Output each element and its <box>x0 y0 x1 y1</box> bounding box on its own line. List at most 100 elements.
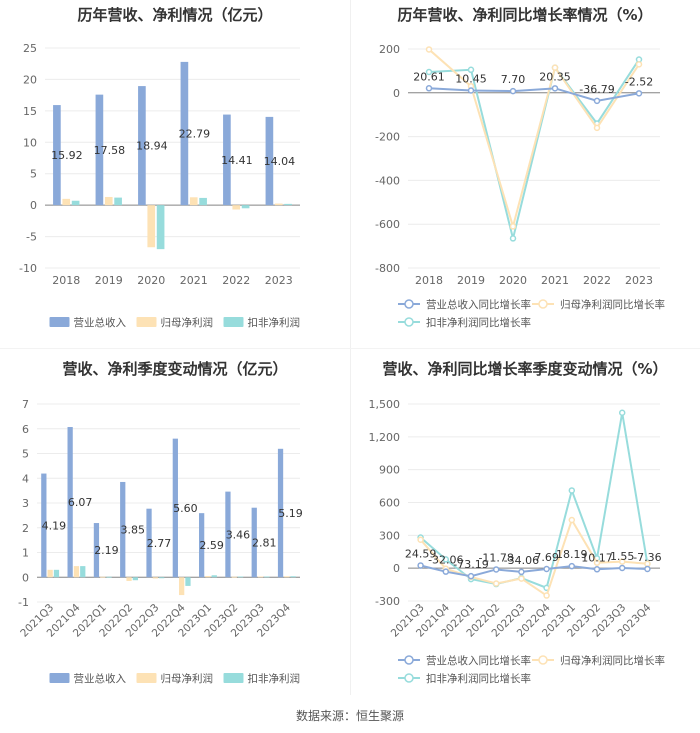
y-tick-label: 2 <box>22 522 29 535</box>
chart-title: 历年营收、净利情况（亿元） <box>77 6 273 24</box>
x-tick-label: 2022 <box>222 274 250 287</box>
y-tick-label: 1 <box>22 547 29 560</box>
annual-line-chart: -800 -600 -400 -200 0 200 2018 2019 2020 2021 2022… <box>375 43 665 329</box>
legend-label: 扣非净利润同比增长率 <box>426 672 531 685</box>
bar-营业总收入 <box>67 427 73 578</box>
data-source: 数据来源：恒生聚源 <box>295 709 404 723</box>
bar-扣非净利润 <box>159 577 165 579</box>
x-tick-label: 2018 <box>52 274 80 287</box>
data-label: 14.04 <box>264 155 296 168</box>
series-point <box>442 556 450 563</box>
legend-label: 营业总收入 <box>74 316 127 329</box>
series-point <box>543 592 550 599</box>
series-point <box>509 223 517 230</box>
legend-label: 营业总收入 <box>74 672 127 685</box>
bar-营业总收入 <box>172 438 178 578</box>
y-tick-label: 4 <box>22 472 29 485</box>
bar-扣非净利润 <box>237 576 244 578</box>
data-label: 7.70 <box>501 73 526 86</box>
y-tick-label: 900 <box>379 464 400 477</box>
bar-归母净利润 <box>47 569 53 578</box>
bar-归母净利润 <box>100 576 106 578</box>
series-point <box>467 572 475 580</box>
series-point <box>593 559 601 566</box>
y-tick-label: 1,200 <box>369 431 401 444</box>
x-tick-label: 2020 <box>499 274 527 287</box>
bar-归母净利润 <box>104 196 113 206</box>
series-point <box>425 68 433 76</box>
series-line-扣非净利润同比增长率 <box>419 412 649 590</box>
bar-归母净利润 <box>73 566 80 578</box>
legend-marker <box>404 317 414 327</box>
series-point <box>593 566 601 573</box>
series-point <box>492 580 500 587</box>
series-point <box>618 409 626 417</box>
y-tick-label: -300 <box>375 595 400 608</box>
legend-label: 归母净利润同比增长率 <box>560 654 665 667</box>
y-tick-label: 20 <box>23 73 37 86</box>
legend-swatch <box>49 317 70 327</box>
series-point <box>509 235 517 242</box>
legend-marker <box>538 655 548 665</box>
x-tick-label: 2021 <box>541 274 569 287</box>
legend-marker <box>404 655 414 665</box>
y-tick-label: -400 <box>375 174 400 187</box>
x-tick-label: 2023 <box>625 274 653 287</box>
y-tick-label: 10 <box>23 136 37 149</box>
bar-归母净利润 <box>232 205 241 210</box>
bar-营业总收入 <box>223 114 231 206</box>
bar-归母净利润 <box>284 576 290 578</box>
y-tick-label: 0 <box>393 562 400 575</box>
bar-扣非净利润 <box>241 205 250 209</box>
data-label: -32.06 <box>428 554 463 567</box>
series-point <box>635 61 643 68</box>
series-point <box>425 85 433 92</box>
bar-扣非净利润 <box>80 566 86 578</box>
y-tick-label: 15 <box>23 105 37 118</box>
series-point <box>467 66 475 74</box>
x-tick-label: 2019 <box>95 274 123 287</box>
bar-营业总收入 <box>146 508 152 578</box>
series-line-营业总收入同比增长率 <box>420 564 648 578</box>
series-point <box>551 64 559 71</box>
legend-label: 扣非净利润 <box>248 672 301 685</box>
data-label: 7.69 <box>534 551 559 564</box>
y-tick-label: 0 <box>30 199 37 212</box>
bar-营业总收入 <box>120 481 126 578</box>
data-label: 18.19 <box>556 548 588 561</box>
bar-归母净利润 <box>62 198 71 206</box>
x-tick-label: 2020 <box>137 274 165 287</box>
x-tick-label: 2021 <box>180 274 208 287</box>
bar-归母净利润 <box>257 576 264 578</box>
x-tick-label: 2022 <box>583 274 611 287</box>
legend-label: 扣非净利润 <box>248 316 301 329</box>
series-point <box>417 536 424 543</box>
x-tick-label: 2018 <box>415 274 443 287</box>
bar-归母净利润 <box>231 576 237 578</box>
y-tick-label: 0 <box>22 571 29 584</box>
series-point <box>425 46 433 53</box>
chart-title: 历年营收、净利同比增长率情况（%） <box>397 6 653 24</box>
bar-扣非净利润 <box>199 197 207 206</box>
series-point <box>568 487 576 494</box>
y-tick-label: 200 <box>379 43 400 56</box>
legend-label: 扣非净利润同比增长率 <box>426 316 531 329</box>
bar-扣非净利润 <box>211 575 217 578</box>
bar-归母净利润 <box>152 577 158 579</box>
legend-label: 营业总收入同比增长率 <box>426 298 531 311</box>
data-label: 5.19 <box>278 507 303 520</box>
series-point <box>518 575 525 582</box>
y-tick-label: 1,500 <box>369 398 401 411</box>
bar-扣非净利润 <box>284 203 292 206</box>
data-label: 10.45 <box>455 73 487 86</box>
legend-label: 归母净利润 <box>161 316 214 329</box>
data-label: -36.79 <box>579 83 614 96</box>
bar-归母净利润 <box>274 203 283 206</box>
data-label: 18.94 <box>136 140 168 153</box>
y-tick-label: 300 <box>379 529 400 542</box>
data-label: 5.60 <box>173 502 198 515</box>
series-point <box>467 87 475 94</box>
y-tick-label: 5 <box>30 168 37 181</box>
horizontal-divider <box>0 348 700 349</box>
data-label: 1.55 <box>610 550 635 563</box>
